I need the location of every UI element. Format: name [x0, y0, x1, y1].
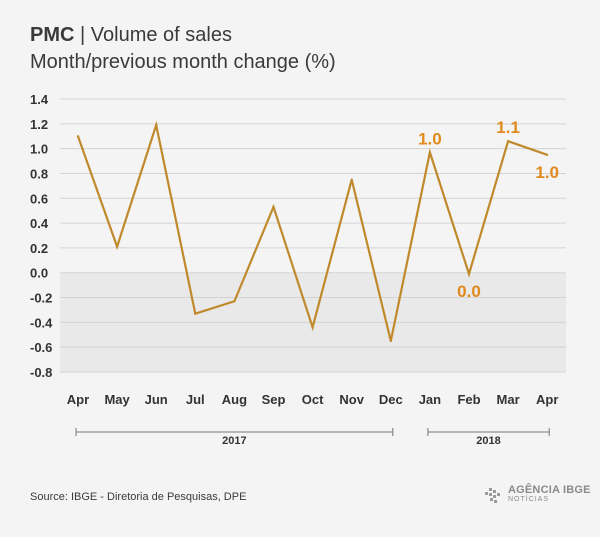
data-point: [389, 339, 392, 343]
x-tick-label: Sep: [262, 392, 286, 407]
data-point: [155, 123, 158, 127]
agencia-ibge-logo: AGÊNCIA IBGE NOTÍCIAS: [484, 485, 591, 505]
x-tick-label: Jun: [145, 392, 168, 407]
x-tick-label: Mar: [497, 392, 520, 407]
data-point: [350, 178, 353, 181]
data-label: 1.0: [418, 129, 442, 148]
x-tick-label: Jan: [419, 392, 441, 407]
data-point: [467, 272, 471, 276]
ibge-logo-icon: [485, 488, 500, 503]
data-label: 1.0: [535, 163, 559, 182]
x-tick-label: Oct: [302, 392, 324, 407]
y-tick-label: 0.6: [30, 191, 48, 206]
y-tick-label: 0.8: [30, 166, 48, 181]
x-tick-label: May: [104, 392, 130, 407]
title-separator: |: [80, 24, 86, 46]
data-point: [507, 140, 510, 143]
year-label: 2018: [476, 435, 500, 447]
data-point: [194, 312, 197, 315]
data-label: 0.0: [457, 282, 481, 301]
data-point: [428, 151, 431, 154]
title-brand-prefix: PMC: [30, 24, 75, 46]
year-label: 2017: [222, 435, 246, 447]
y-tick-label: -0.8: [30, 365, 52, 380]
y-tick-label: 1.2: [30, 117, 48, 132]
brand-main-text: AGÊNCIA IBGE: [508, 484, 591, 496]
data-point: [116, 245, 119, 248]
x-tick-label: Jul: [186, 392, 205, 407]
data-point: [233, 300, 236, 303]
title-text: Volume of sales: [90, 24, 232, 46]
chart-subtitle: Month/previous month change (%): [30, 51, 336, 73]
y-tick-label: 1.4: [30, 92, 49, 107]
y-tick-label: 0.2: [30, 241, 48, 256]
y-tick-label: -0.2: [30, 291, 52, 306]
x-tick-label: Apr: [536, 392, 558, 407]
data-point: [272, 205, 275, 209]
y-tick-label: 0.4: [30, 216, 49, 231]
y-tick-label: 1.0: [30, 142, 48, 157]
source-note: Source: IBGE - Diretoria de Pesquisas, D…: [30, 491, 247, 503]
y-tick-label: -0.4: [30, 315, 53, 330]
data-point: [546, 153, 549, 156]
data-point: [76, 135, 80, 138]
brand-sub-text: NOTÍCIAS: [508, 496, 550, 503]
x-tick-label: Aug: [222, 392, 247, 407]
x-tick-label: Feb: [457, 392, 480, 407]
data-label: 1.1: [496, 118, 520, 137]
data-point: [311, 326, 314, 329]
x-tick-label: Dec: [379, 392, 403, 407]
x-tick-label: Nov: [339, 392, 364, 407]
chart-title: PMC | Volume of sales: [30, 22, 336, 49]
y-tick-label: -0.6: [30, 340, 52, 355]
y-tick-label: 0.0: [30, 266, 48, 281]
chart-header: PMC | Volume of sales Month/previous mon…: [30, 22, 336, 76]
x-tick-label: Apr: [67, 392, 89, 407]
